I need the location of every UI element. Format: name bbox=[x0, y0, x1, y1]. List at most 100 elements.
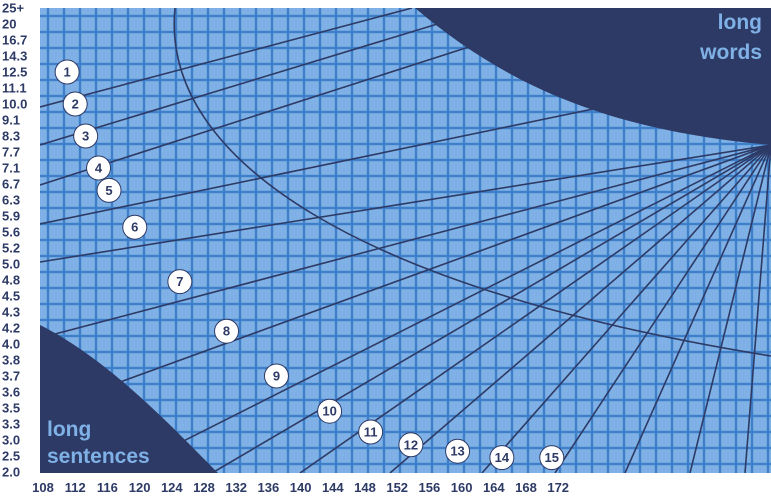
x-tick-label-132: 132 bbox=[225, 480, 247, 495]
level-marker-9 bbox=[263, 363, 289, 389]
grade-line-14 bbox=[624, 144, 771, 473]
grade-line-13 bbox=[554, 144, 771, 473]
y-tick-label-24: 11.1 bbox=[2, 81, 27, 96]
level-label-10: 10 bbox=[322, 404, 336, 419]
x-tick-label-116: 116 bbox=[97, 480, 118, 495]
grade-line-7 bbox=[56, 144, 771, 406]
level-marker-6 bbox=[122, 214, 148, 240]
level-label-2: 2 bbox=[72, 97, 79, 112]
y-tick-label-29: 25+ bbox=[2, 1, 24, 16]
level-marker-14 bbox=[489, 445, 515, 471]
x-tick-label-156: 156 bbox=[419, 480, 441, 495]
level-marker-7 bbox=[167, 269, 193, 295]
x-tick-label-172: 172 bbox=[547, 480, 569, 495]
y-tick-label-18: 6.7 bbox=[2, 177, 20, 192]
x-tick-label-112: 112 bbox=[65, 480, 86, 495]
level-label-7: 7 bbox=[176, 274, 183, 289]
grade-lines bbox=[40, 8, 771, 473]
boundary-arc bbox=[173, 8, 771, 357]
region-label-long-words-2: words bbox=[699, 41, 762, 64]
grade-line-1 bbox=[40, 8, 413, 108]
y-tick-label-17: 6.3 bbox=[2, 193, 20, 208]
level-label-4: 4 bbox=[95, 161, 103, 176]
region-label-long-sentences-1: long bbox=[47, 418, 91, 441]
y-tick-label-21: 8.3 bbox=[2, 129, 20, 144]
x-tick-label-128: 128 bbox=[193, 480, 215, 495]
level-label-14: 14 bbox=[495, 450, 510, 465]
y-tick-label-23: 10.0 bbox=[2, 97, 27, 112]
y-tick-label-10: 4.3 bbox=[2, 305, 20, 320]
y-tick-label-14: 5.2 bbox=[2, 241, 20, 256]
y-tick-label-5: 3.6 bbox=[2, 385, 20, 400]
region-labels: long words long sentences bbox=[47, 11, 762, 468]
y-tick-label-3: 3.3 bbox=[2, 417, 20, 432]
level-marker-12 bbox=[398, 432, 424, 458]
y-tick-label-28: 20 bbox=[2, 17, 16, 32]
level-label-3: 3 bbox=[82, 129, 89, 144]
level-marker-5 bbox=[96, 177, 122, 203]
level-marker-13 bbox=[445, 438, 471, 464]
x-tick-label-124: 124 bbox=[161, 480, 183, 495]
x-tick-label-160: 160 bbox=[451, 480, 473, 495]
level-marker-8 bbox=[214, 318, 240, 344]
region-label-long-sentences-2: sentences bbox=[47, 445, 150, 468]
y-tick-label-27: 16.7 bbox=[2, 33, 27, 48]
x-tick-label-108: 108 bbox=[32, 480, 54, 495]
y-tick-label-25: 12.5 bbox=[2, 65, 27, 80]
grade-line-6 bbox=[40, 144, 771, 339]
extreme-regions bbox=[40, 8, 771, 473]
region-label-long-words-1: long bbox=[718, 11, 762, 34]
grade-line-11 bbox=[389, 144, 771, 473]
level-marker-10 bbox=[317, 398, 343, 424]
region-long-words bbox=[415, 8, 771, 145]
grade-line-9 bbox=[211, 144, 771, 473]
y-tick-label-8: 4.0 bbox=[2, 337, 20, 352]
x-axis-ticks: 108 112 116 120 124 128 132 136 140 144 148 152 156 1… bbox=[32, 480, 569, 495]
x-tick-label-148: 148 bbox=[354, 480, 376, 495]
y-tick-label-7: 3.8 bbox=[2, 353, 20, 368]
y-tick-label-19: 7.1 bbox=[2, 161, 20, 176]
grade-line-16 bbox=[744, 144, 771, 473]
x-tick-label-152: 152 bbox=[386, 480, 408, 495]
level-marker-11 bbox=[358, 419, 384, 445]
y-tick-label-6: 3.7 bbox=[2, 369, 20, 384]
y-tick-label-1: 2.5 bbox=[2, 449, 20, 464]
x-tick-label-120: 120 bbox=[129, 480, 151, 495]
level-marker-4 bbox=[86, 155, 112, 181]
level-marker-2 bbox=[62, 91, 88, 117]
boundary-curves bbox=[173, 8, 771, 357]
x-tick-label-164: 164 bbox=[483, 480, 505, 495]
level-label-1: 1 bbox=[64, 65, 71, 80]
level-label-15: 15 bbox=[545, 450, 559, 465]
level-marker-15 bbox=[539, 445, 565, 471]
y-tick-label-22: 9.1 bbox=[2, 113, 20, 128]
grade-line-10 bbox=[299, 144, 771, 473]
y-tick-label-4: 3.5 bbox=[2, 401, 20, 416]
level-label-13: 13 bbox=[450, 444, 464, 459]
grade-line-15 bbox=[689, 144, 771, 473]
y-tick-label-9: 4.2 bbox=[2, 321, 20, 336]
level-label-5: 5 bbox=[105, 183, 112, 198]
x-tick-label-140: 140 bbox=[290, 480, 312, 495]
y-tick-label-13: 5.0 bbox=[2, 257, 20, 272]
y-tick-label-11: 4.5 bbox=[2, 289, 20, 304]
y-tick-label-2: 3.0 bbox=[2, 433, 20, 448]
level-label-6: 6 bbox=[131, 220, 138, 235]
region-long-sentences bbox=[40, 325, 218, 473]
level-marker-1 bbox=[54, 59, 80, 85]
level-marker-3 bbox=[73, 123, 99, 149]
grade-line-8 bbox=[119, 144, 771, 473]
level-label-12: 12 bbox=[404, 437, 418, 452]
grade-line-2 bbox=[40, 8, 491, 146]
grade-line-12 bbox=[481, 144, 771, 473]
y-tick-label-15: 5.6 bbox=[2, 225, 20, 240]
y-tick-label-16: 5.9 bbox=[2, 209, 20, 224]
y-tick-label-26: 14.3 bbox=[2, 49, 27, 64]
level-label-11: 11 bbox=[364, 425, 378, 440]
grade-line-5 bbox=[40, 144, 771, 263]
x-tick-label-168: 168 bbox=[515, 480, 537, 495]
x-tick-label-144: 144 bbox=[322, 480, 344, 495]
level-label-9: 9 bbox=[273, 369, 280, 384]
